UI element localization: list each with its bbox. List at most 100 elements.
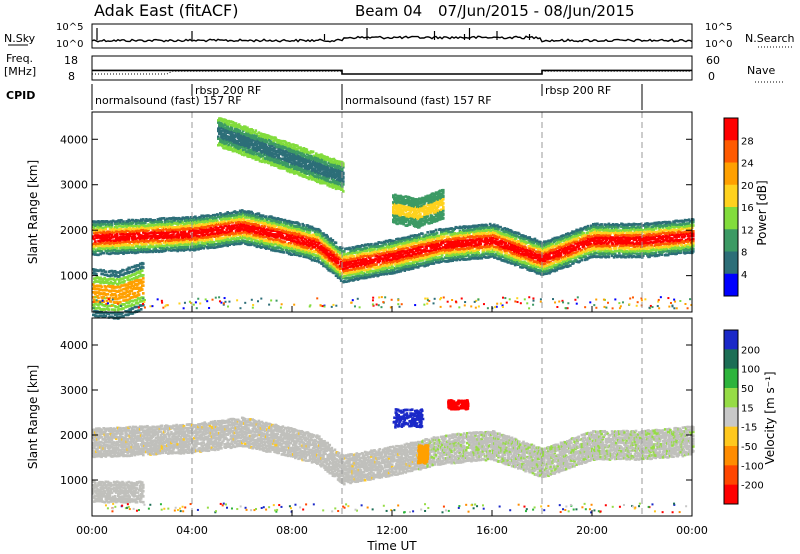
power-pixel xyxy=(152,229,156,232)
power-pixel xyxy=(244,224,247,227)
power-pixel xyxy=(439,243,443,247)
power-pixel xyxy=(151,227,154,230)
power-pixel xyxy=(242,214,245,218)
power-pixel xyxy=(357,258,361,261)
power-pixel xyxy=(204,238,208,241)
power-pixel xyxy=(535,250,539,254)
power-pixel xyxy=(324,260,327,264)
power-pixel xyxy=(160,244,164,248)
power-pixel xyxy=(111,219,115,223)
power-pixel xyxy=(277,228,281,231)
power-pixel xyxy=(407,268,411,271)
power-pixel xyxy=(451,240,454,244)
power-pixel xyxy=(203,233,207,237)
power-pixel xyxy=(169,230,172,234)
power-pixel xyxy=(460,242,464,246)
power-pixel xyxy=(165,225,169,228)
power-pixel xyxy=(261,214,265,217)
power-pixel xyxy=(168,248,171,252)
power-pixel xyxy=(240,209,244,212)
power-pixel xyxy=(310,235,314,238)
power-pixel xyxy=(114,252,118,255)
power-pixel xyxy=(326,267,329,271)
power-pixel xyxy=(307,244,311,248)
power-pixel xyxy=(486,241,490,245)
power-pixel xyxy=(499,252,502,255)
power-pixel xyxy=(111,251,115,255)
power-pixel xyxy=(332,271,336,275)
power-pixel xyxy=(219,212,222,215)
power-pixel xyxy=(97,239,100,243)
power-pixel xyxy=(117,240,120,244)
power-pixel xyxy=(188,218,192,222)
power-pixel xyxy=(110,221,114,224)
power-pixel xyxy=(353,251,357,255)
power-pixel xyxy=(197,224,200,228)
power-pixel xyxy=(301,241,304,245)
power-pixel xyxy=(510,242,514,246)
power-pixel xyxy=(245,231,248,234)
power-pixel xyxy=(286,228,290,232)
power-pixel xyxy=(219,242,222,246)
power-pixel xyxy=(423,240,426,244)
power-pixel xyxy=(429,244,433,248)
power-pixel xyxy=(200,246,203,249)
power-pixel xyxy=(511,235,515,239)
power-pixel xyxy=(339,248,343,252)
nsky-tick-bottom: 10^0 xyxy=(56,39,83,50)
power-pixel xyxy=(180,219,184,223)
power-pixel xyxy=(399,261,402,265)
power-pixel xyxy=(397,254,400,258)
power-pixel xyxy=(487,247,491,251)
power-pixel xyxy=(315,248,319,251)
power-pixel xyxy=(176,231,179,234)
power-pixel xyxy=(172,242,175,245)
power-pixel xyxy=(439,255,443,259)
power-pixel xyxy=(484,240,488,244)
power-pixel xyxy=(149,244,152,247)
power-pixel xyxy=(210,246,214,249)
power-pixel xyxy=(336,272,340,276)
power-pixel xyxy=(137,232,141,235)
power-pixel xyxy=(544,262,547,266)
power-pixel xyxy=(255,242,259,246)
power-pixel xyxy=(523,257,526,261)
power-pixel xyxy=(167,231,170,235)
power-pixel xyxy=(450,251,453,255)
power-pixel xyxy=(154,247,158,250)
power-pixel xyxy=(568,235,571,238)
power-pixel xyxy=(258,243,262,246)
power-pixel xyxy=(167,243,170,247)
power-pixel xyxy=(265,243,269,247)
power-pixel xyxy=(434,228,438,232)
power-pixel xyxy=(396,261,399,265)
power-pixel xyxy=(144,224,147,228)
power-pixel xyxy=(138,219,142,223)
power-pixel xyxy=(228,233,232,236)
power-pixel xyxy=(377,273,381,277)
power-pixel xyxy=(492,225,495,229)
power-pixel xyxy=(392,250,395,254)
power-pixel xyxy=(172,216,175,220)
power-pixel xyxy=(420,251,423,255)
power-pixel xyxy=(428,233,432,236)
power-pixel xyxy=(373,247,376,251)
power-pixel xyxy=(250,229,253,233)
power-pixel xyxy=(131,221,135,225)
power-pixel xyxy=(292,244,295,248)
power-pixel xyxy=(339,267,343,270)
power-pixel xyxy=(119,235,122,239)
power-pixel xyxy=(119,249,122,253)
power-pixel xyxy=(497,227,500,231)
power-pixel xyxy=(360,249,364,253)
power-pixel xyxy=(474,251,477,255)
power-pixel xyxy=(239,220,243,223)
power-pixel xyxy=(352,255,356,258)
power-pixel xyxy=(273,241,276,245)
power-pixel xyxy=(128,226,132,230)
power-pixel xyxy=(229,238,233,241)
power-pixel xyxy=(442,241,445,245)
power-pixel xyxy=(357,251,361,255)
power-pixel xyxy=(93,247,96,251)
power-pixel xyxy=(138,233,142,237)
